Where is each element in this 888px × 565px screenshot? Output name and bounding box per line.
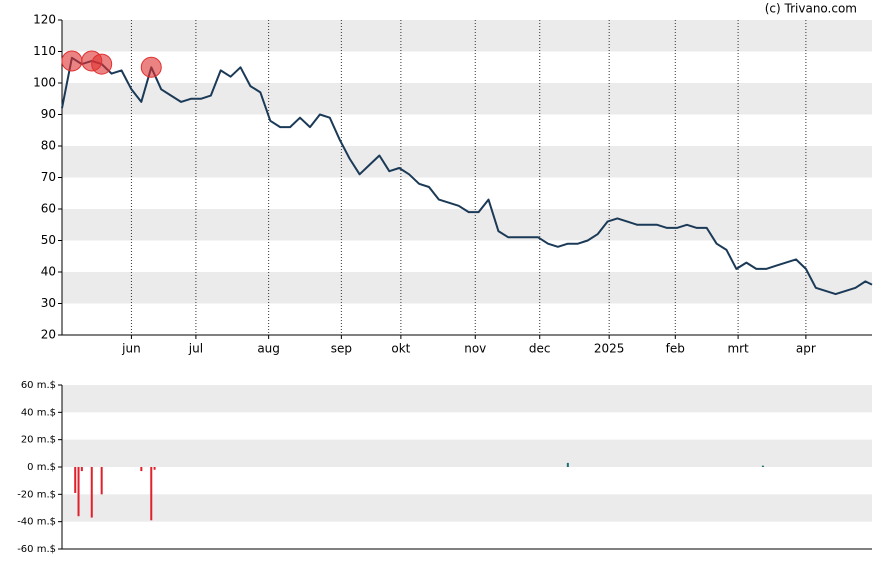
bar [566, 462, 569, 467]
x-tick-label: jun [121, 342, 141, 356]
bar [90, 467, 93, 518]
x-tick-label: 2025 [594, 342, 625, 356]
bar [77, 467, 80, 517]
x-tick-label: aug [257, 342, 280, 356]
band [62, 20, 872, 52]
price-line [61, 56, 873, 296]
x-tick-label: okt [391, 342, 410, 356]
bar [100, 467, 103, 495]
band [62, 83, 872, 115]
y-tick-label: 110 [33, 44, 56, 58]
y-tick-label: -60 m.$ [17, 544, 56, 555]
bar [74, 467, 77, 493]
x-tick-label: sep [331, 342, 352, 356]
x-tick-label: apr [796, 342, 816, 356]
y-tick-label: 80 [41, 139, 56, 153]
bar [150, 467, 153, 521]
y-tick-label: 30 [41, 296, 56, 310]
y-tick-label: 40 m.$ [21, 407, 56, 418]
y-tick-label: 0 m.$ [27, 462, 56, 473]
y-tick-label: -40 m.$ [17, 517, 56, 528]
band [62, 272, 872, 304]
y-tick-label: 40 [41, 265, 56, 279]
trade-marker [140, 56, 162, 78]
band [62, 209, 872, 241]
band [62, 494, 872, 522]
bar [761, 465, 764, 467]
y-tick-label: 100 [33, 76, 56, 90]
band [62, 439, 872, 467]
trade-marker [61, 50, 83, 72]
y-tick-label: -20 m.$ [17, 489, 56, 500]
y-tick-label: 60 m.$ [21, 380, 56, 391]
x-tick-label: mrt [727, 342, 749, 356]
x-tick-label: dec [529, 342, 551, 356]
band [62, 146, 872, 178]
y-tick-label: 50 [41, 233, 56, 247]
x-tick-label: feb [666, 342, 685, 356]
y-tick-label: 70 [41, 170, 56, 184]
y-tick-label: 90 [41, 107, 56, 121]
bar [80, 467, 83, 472]
y-tick-label: 60 [41, 202, 56, 216]
credit: (c) Trivano.com [765, 2, 857, 16]
band [62, 385, 872, 413]
bar [153, 467, 156, 470]
x-tick-label: nov [464, 342, 486, 356]
trade-marker [91, 53, 113, 75]
y-tick-label: 20 m.$ [21, 435, 56, 446]
x-tick-label: jul [188, 342, 203, 356]
y-tick-label: 120 [33, 13, 56, 27]
y-tick-label: 20 [41, 328, 56, 342]
bar [140, 467, 143, 472]
